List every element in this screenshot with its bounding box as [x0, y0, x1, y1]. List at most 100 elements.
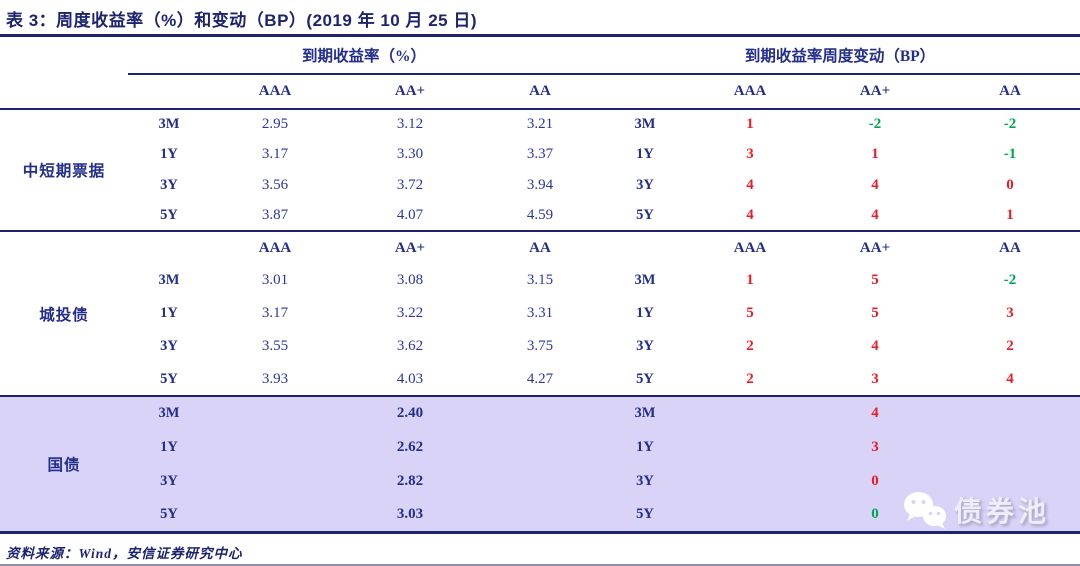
- table-row: 国债 3M 2.40 3M 4: [0, 396, 1080, 532]
- tenor-cell: 5Y: [636, 370, 654, 387]
- table-row: 3Y 3.56 3.72 3.94 3Y 4 4 0: [0, 170, 1080, 201]
- change-group-header: 到期收益率周度变动（BP）: [600, 37, 1080, 75]
- change-cell: 1: [746, 272, 754, 288]
- table-row: 5Y 3.87 4.07 4.59 5Y 4 4 1: [0, 201, 1080, 232]
- change-cell: 4: [746, 206, 754, 223]
- table-row: 1Y 2.62 1Y 3: [0, 430, 1080, 464]
- rating-header-aa-plus: AA+: [810, 74, 941, 110]
- change-cell: 1: [746, 116, 754, 133]
- tenor-cell: 3Y: [160, 338, 178, 354]
- tenor-cell: 3Y: [160, 176, 178, 193]
- row-group-label: 国债: [0, 396, 128, 532]
- tenor-cell: 3M: [600, 396, 691, 430]
- change-cell: -2: [1003, 116, 1017, 133]
- tenor-cell: 5Y: [636, 206, 654, 223]
- change-cell: 4: [871, 206, 879, 223]
- tenor-cell: 5Y: [160, 206, 178, 223]
- yield-cell: 3.55: [261, 338, 289, 354]
- change-cell: -1: [1003, 146, 1017, 163]
- change-cell: 4: [810, 396, 941, 430]
- change-cell: 2: [746, 338, 754, 354]
- blank-cell: [940, 464, 1080, 498]
- tenor-cell: 3Y: [636, 338, 654, 354]
- yield-cell: 3.87: [261, 206, 289, 223]
- change-cell: 1: [871, 146, 879, 163]
- tenor-cell: 1Y: [600, 430, 691, 464]
- yield-cell: 3.62: [396, 338, 424, 354]
- tenor-cell: 1Y: [160, 146, 178, 163]
- rating-header: AAA: [733, 239, 767, 256]
- change-cell: -2: [868, 116, 882, 133]
- yield-cell: 3.08: [396, 272, 424, 288]
- row-group-label: 城投债: [39, 306, 89, 324]
- tenor-cell: 1Y: [636, 146, 654, 163]
- title-divider: [0, 34, 1080, 37]
- change-cell: 0: [1006, 176, 1014, 193]
- table-row: 1Y 3.17 3.30 3.37 1Y 3 1 -1: [0, 140, 1080, 171]
- yield-cell: 3.56: [261, 176, 289, 193]
- change-cell: 4: [871, 338, 879, 354]
- table-row: 3Y 2.82 3Y 0: [0, 464, 1080, 498]
- change-cell: 4: [871, 176, 879, 193]
- rating-header-row: AAA AA+ AA AAA AA+ AA: [0, 74, 1080, 110]
- blank-cell: [210, 498, 340, 532]
- rating-header-aa-plus: AA+: [340, 74, 480, 110]
- yield-cell: 3.75: [526, 338, 554, 354]
- source-note: 资料来源：Wind，安信证券研究中心: [6, 545, 243, 561]
- blank-cell: [690, 430, 811, 464]
- rating-header-repeat-row: 城投债 AAA AA+ AA AAA AA+ AA: [0, 231, 1080, 324]
- blank-cell: [480, 498, 601, 532]
- yield-cell: 3.03: [340, 498, 480, 532]
- yield-cell: 3.21: [526, 116, 554, 133]
- yield-table: 到期收益率（%） 到期收益率周度变动（BP） AAA AA+ AA AAA AA…: [0, 37, 1080, 534]
- yield-cell: 3.12: [396, 116, 424, 133]
- blank-cell: [940, 430, 1080, 464]
- rating-header: AA+: [859, 239, 891, 256]
- yield-cell: 3.17: [261, 305, 289, 321]
- table-row: 1Y 3.17 3.22 3.31 1Y 5 5 3: [0, 297, 1080, 330]
- rating-header-aa: AA: [940, 74, 1080, 110]
- blank-cell: [600, 74, 691, 110]
- blank-cell: [600, 231, 690, 264]
- blank-cell: [128, 231, 210, 264]
- yield-cell: 3.31: [526, 305, 554, 321]
- tenor-cell: 5Y: [600, 498, 691, 532]
- yield-cell: 3.15: [526, 272, 554, 288]
- blank-cell: [480, 396, 601, 430]
- row-group-label: 中短期票据: [22, 163, 106, 180]
- rating-header-aa: AA: [480, 74, 601, 110]
- blank-cell: [480, 464, 601, 498]
- blank-cell: [690, 498, 811, 532]
- yield-cell: 2.62: [340, 430, 480, 464]
- page-bottom-divider: [0, 564, 1080, 566]
- rating-header: AA: [529, 239, 551, 256]
- yield-cell: 4.03: [396, 370, 424, 387]
- yield-cell: 3.94: [526, 176, 554, 193]
- change-cell: 4: [746, 176, 754, 193]
- yield-cell: 4.27: [526, 370, 554, 387]
- table-head: 到期收益率（%） 到期收益率周度变动（BP） AAA AA+ AA AAA AA…: [0, 37, 1080, 110]
- yield-cell: 2.95: [261, 116, 289, 133]
- change-cell: 0: [810, 464, 941, 498]
- blank-cell: [690, 396, 811, 430]
- yield-cell: 3.93: [261, 370, 289, 387]
- change-cell: 5: [871, 305, 879, 321]
- change-cell: 3: [810, 430, 941, 464]
- table-title: 表 3：周度收益率（%）和变动（BP）(2019 年 10 月 25 日): [6, 11, 477, 30]
- yield-cell: 3.22: [396, 305, 424, 321]
- tenor-cell: 3Y: [600, 464, 691, 498]
- tenor-cell: 5Y: [160, 370, 178, 387]
- rating-header-aaa: AAA: [690, 74, 811, 110]
- table-row: 5Y 3.93 4.03 4.27 5Y 2 3 4: [0, 363, 1080, 396]
- table-row: 5Y 3.03 5Y 0: [0, 498, 1080, 532]
- blank-cell: [940, 498, 1080, 532]
- tenor-cell: 5Y: [128, 498, 210, 532]
- blank-cell: [480, 430, 601, 464]
- yield-cell: 2.40: [340, 396, 480, 430]
- yield-cell: 3.30: [396, 146, 424, 163]
- tenor-cell: 3M: [158, 272, 180, 288]
- tenor-cell: 1Y: [160, 305, 178, 321]
- table-row: 3Y 3.55 3.62 3.75 3Y 2 4 2: [0, 330, 1080, 363]
- tenor-cell: 3Y: [128, 464, 210, 498]
